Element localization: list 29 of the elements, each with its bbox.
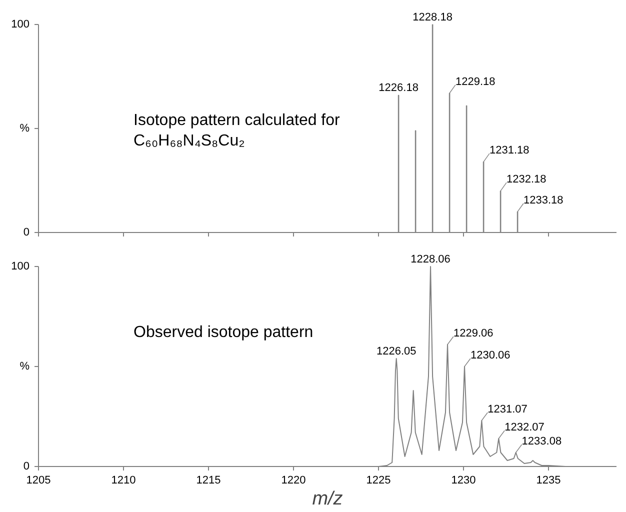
annotation: 1233.18 bbox=[524, 194, 564, 206]
annotation: 1231.18 bbox=[490, 144, 530, 156]
x-tick-label: 1220 bbox=[281, 474, 306, 486]
annotation: 1226.05 bbox=[376, 346, 416, 358]
x-tick-label: 1215 bbox=[196, 474, 221, 486]
annotation: 1228.18 bbox=[412, 12, 452, 24]
annotation: 1226.18 bbox=[378, 82, 418, 94]
annotation: 1233.08 bbox=[522, 436, 562, 448]
y-tick-label: 0 bbox=[23, 226, 30, 238]
y-tick-label: % bbox=[20, 360, 30, 372]
y-tick-label: 100 bbox=[11, 260, 30, 272]
x-tick-label: 1205 bbox=[26, 474, 51, 486]
y-tick-label: 0 bbox=[23, 460, 30, 472]
x-tick-label: 1210 bbox=[111, 474, 136, 486]
annotation: 1230.06 bbox=[470, 350, 510, 362]
annotation: Observed isotope pattern bbox=[134, 324, 314, 341]
annotation: 1229.06 bbox=[453, 328, 494, 340]
y-tick-label: % bbox=[20, 122, 30, 134]
y-tick-label: 100 bbox=[11, 18, 30, 30]
annotation: 1231.07 bbox=[488, 404, 528, 416]
annotation: 1228.06 bbox=[410, 254, 450, 266]
x-tick-label: 1225 bbox=[366, 474, 391, 486]
annotation: 1229.18 bbox=[456, 76, 496, 88]
x-tick-label: 1235 bbox=[536, 474, 561, 486]
annotation: 1232.18 bbox=[506, 174, 546, 186]
x-axis-title: m/z bbox=[312, 488, 344, 510]
annotation: 1232.07 bbox=[504, 422, 544, 434]
annotation: Isotope pattern calculated for C₆₀H₆₈N₄S₈Cu₂ bbox=[134, 112, 341, 150]
x-tick-label: 1230 bbox=[451, 474, 476, 486]
